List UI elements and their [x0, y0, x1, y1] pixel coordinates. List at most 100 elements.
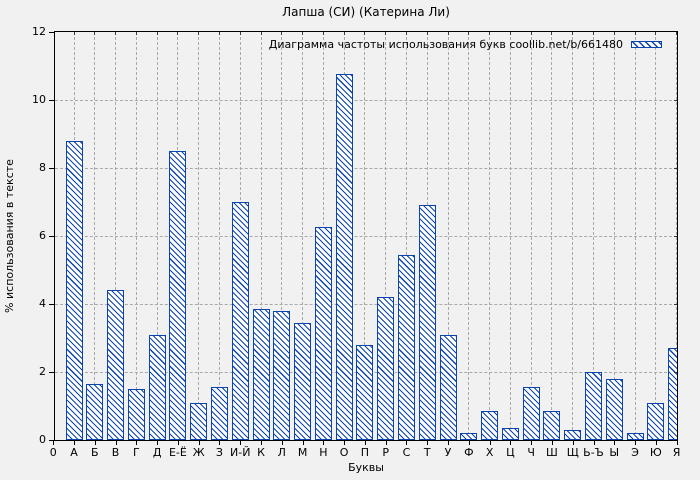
- x-tick-label: Ж: [192, 446, 205, 459]
- x-tick-label: К: [257, 446, 265, 459]
- top-tick: [135, 32, 137, 35]
- x-tick: [468, 441, 470, 445]
- horizontal-gridline: [55, 167, 677, 169]
- x-tick: [551, 441, 553, 445]
- top-tick: [281, 32, 283, 35]
- top-tick: [343, 32, 345, 35]
- legend-swatch: [631, 41, 662, 48]
- y-tick: [49, 167, 54, 169]
- horizontal-gridline: [55, 235, 677, 237]
- x-tick: [510, 441, 512, 445]
- top-tick: [385, 32, 387, 35]
- top-tick: [405, 32, 407, 35]
- x-tick: [219, 441, 221, 445]
- bar-З: [210, 387, 228, 440]
- x-tick-label: А: [70, 446, 78, 459]
- bar-Ч: [522, 387, 540, 440]
- y-tick: [49, 235, 54, 237]
- bar-Ы: [605, 379, 623, 440]
- x-tick-label: Л: [277, 446, 286, 459]
- y-tick: [49, 99, 54, 101]
- x-tick-label: Р: [382, 446, 389, 459]
- x-tick: [261, 441, 263, 445]
- bar-Э: [626, 433, 644, 440]
- bar-Д: [148, 335, 166, 440]
- x-tick: [157, 441, 159, 445]
- bar-Ф: [460, 433, 478, 440]
- bar-П: [356, 345, 374, 440]
- legend: Диаграмма частоты использования букв coo…: [269, 38, 662, 51]
- x-tick-label: Г: [132, 446, 140, 459]
- y-tick-label: 0: [39, 433, 46, 446]
- x-tick: [53, 441, 55, 445]
- right-tick: [674, 303, 677, 305]
- y-tick-label: 8: [39, 161, 46, 174]
- top-tick: [509, 32, 511, 35]
- top-tick: [468, 32, 470, 35]
- bar-Л: [273, 311, 291, 440]
- x-tick-label: Э: [631, 446, 639, 459]
- horizontal-gridline: [55, 99, 677, 101]
- legend-label: Диаграмма частоты использования букв coo…: [268, 38, 623, 51]
- y-tick: [49, 31, 54, 33]
- bar-Ц: [501, 428, 519, 440]
- x-tick: [94, 441, 96, 445]
- y-tick-label: 6: [39, 229, 46, 242]
- y-tick-label: 2: [39, 365, 46, 378]
- bars: [55, 32, 677, 440]
- x-tick: [427, 441, 429, 445]
- x-tick-label: Б: [90, 446, 99, 459]
- x-tick: [489, 441, 491, 445]
- x-axis-label: Буквы: [348, 461, 384, 474]
- top-tick: [302, 32, 304, 35]
- x-tick-label: Х: [485, 446, 494, 459]
- x-tick: [676, 441, 678, 445]
- inner-ticks: [55, 32, 677, 440]
- bar-В: [107, 290, 125, 440]
- top-tick: [655, 32, 657, 35]
- top-tick: [676, 32, 677, 35]
- x-tick: [635, 441, 637, 445]
- y-tick: [49, 439, 54, 441]
- x-tick: [302, 441, 304, 445]
- x-tick: [136, 441, 138, 445]
- right-tick: [674, 371, 677, 373]
- bar-У: [439, 335, 457, 440]
- x-tick-label: Ы: [609, 446, 620, 459]
- x-tick: [614, 441, 616, 445]
- bar-Ь-Ъ: [585, 372, 602, 440]
- x-tick: [593, 441, 595, 445]
- x-tick-label: Н: [319, 446, 328, 459]
- top-tick: [593, 32, 594, 35]
- x-tick: [177, 441, 179, 445]
- top-tick: [115, 32, 117, 35]
- top-tick: [260, 32, 262, 35]
- x-tick-label: Я: [672, 446, 681, 459]
- x-tick: [323, 441, 325, 445]
- x-tick-label: З: [215, 446, 223, 459]
- bar-Т: [418, 205, 436, 440]
- x-tick-label: У: [444, 446, 452, 459]
- x-tick: [74, 441, 75, 445]
- x-tick: [115, 441, 117, 445]
- bar-Р: [377, 297, 395, 440]
- y-tick-label: 12: [32, 25, 46, 38]
- bar-А: [65, 141, 83, 440]
- bar-Щ: [564, 430, 582, 440]
- top-tick: [447, 32, 449, 35]
- bar-О: [335, 74, 353, 440]
- x-tick: [531, 441, 533, 445]
- x-tick: [448, 441, 450, 445]
- bar-И-Й: [231, 202, 249, 440]
- bar-Е-Ё: [169, 151, 187, 440]
- x-tick: [655, 441, 657, 445]
- bar-Ш: [543, 411, 561, 440]
- y-tick: [49, 371, 54, 373]
- right-tick: [674, 99, 677, 101]
- bar-Х: [481, 411, 499, 440]
- x-tick-label: Е-Ё: [168, 446, 187, 459]
- x-origin-label: 0: [49, 446, 57, 459]
- top-tick: [426, 32, 428, 35]
- bar-Г: [127, 389, 145, 440]
- x-tick-label: Ш: [546, 446, 558, 459]
